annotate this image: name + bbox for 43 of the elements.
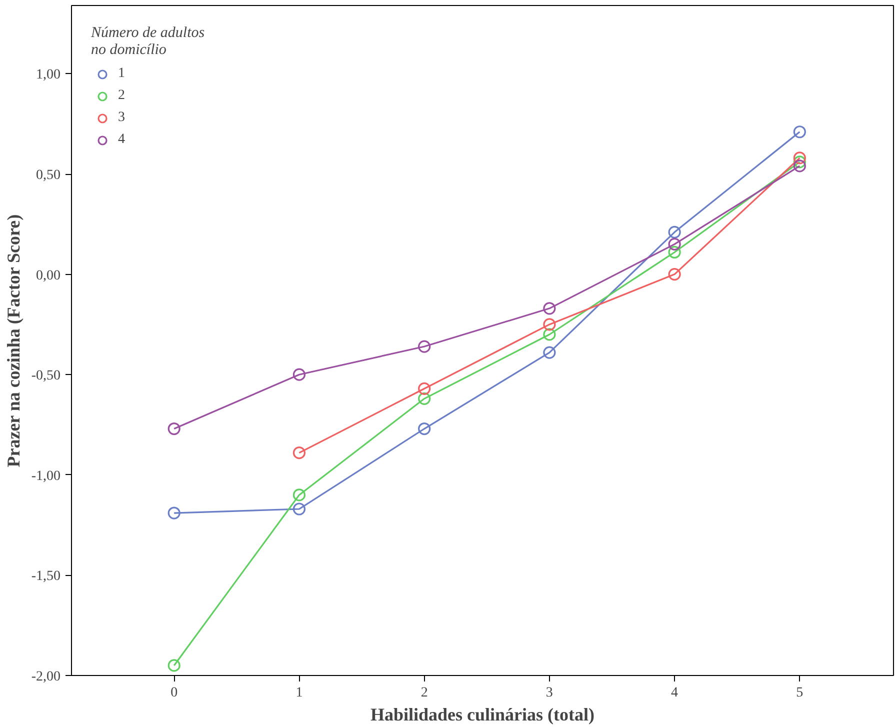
point [793, 156, 806, 168]
y-tick-label: 0,50 [36, 168, 60, 184]
y-tick-label: -0,50 [31, 368, 61, 384]
point [292, 502, 306, 516]
point [543, 302, 556, 315]
point [418, 382, 431, 395]
legend-label: 1 [118, 65, 126, 83]
x-axis-title: Habilidades culinárias (total) [370, 704, 595, 724]
legend-label: 3 [118, 109, 126, 127]
point [668, 238, 681, 250]
point [292, 488, 306, 502]
point [543, 318, 556, 331]
point [793, 152, 806, 164]
y-tick-label: 0,00 [36, 268, 60, 284]
y-tick-label: -1,00 [31, 468, 61, 484]
legend-label: 4 [118, 131, 126, 149]
y-tick-label: -2,00 [31, 670, 61, 684]
x-tick-label: 4 [671, 686, 678, 700]
x-tick-label: 5 [796, 686, 804, 700]
y-tick-label: -1,50 [31, 569, 61, 584]
point [418, 340, 431, 353]
point [418, 422, 431, 436]
legend-title: Número de adultos no domicílio [91, 25, 205, 59]
point [168, 422, 180, 436]
point [543, 346, 556, 359]
x-tick-label: 0 [170, 686, 178, 700]
point [168, 659, 180, 672]
point [168, 506, 180, 520]
y-tick-label: 1,00 [36, 68, 60, 83]
x-tick-label: 1 [296, 686, 303, 700]
point [793, 126, 806, 138]
y-axis-title: Prazer na cozinha (Factor Score) [3, 214, 24, 468]
point [793, 160, 806, 172]
point [543, 328, 556, 341]
point [668, 246, 681, 259]
x-tick-label: 3 [546, 686, 553, 700]
point [418, 392, 431, 405]
point [292, 368, 306, 381]
point [668, 268, 681, 281]
point [292, 446, 306, 460]
point [668, 226, 681, 238]
legend-label: 2 [118, 87, 126, 105]
x-tick-label: 2 [420, 686, 428, 700]
